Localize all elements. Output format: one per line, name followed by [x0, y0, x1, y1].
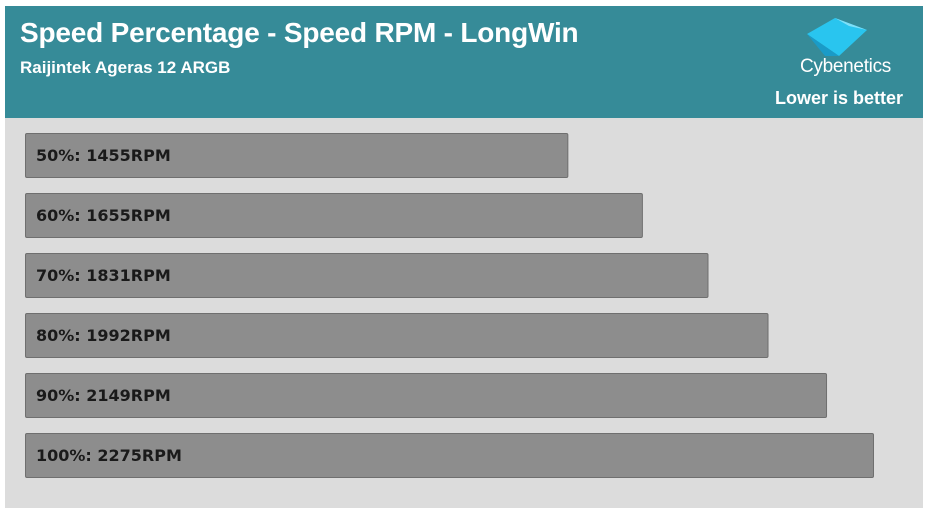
bar	[25, 433, 874, 478]
bar-label: 50%: 1455RPM	[36, 146, 171, 165]
bar-label: 100%: 2275RPM	[36, 446, 182, 465]
bar-label: 60%: 1655RPM	[36, 206, 171, 225]
bar	[25, 313, 769, 358]
chart-title: Speed Percentage - Speed RPM - LongWin	[20, 17, 579, 48]
chart-subtitle: Raijintek Ageras 12 ARGB	[20, 58, 231, 77]
bar-group: 60%: 1655RPM	[25, 193, 643, 238]
lower-is-better-note: Lower is better	[774, 88, 903, 108]
brand-logo-text: Cybenetics	[800, 56, 891, 77]
bar	[25, 373, 828, 418]
bar	[25, 133, 569, 178]
plot-area: 50%: 1455RPM 60%: 1655RPM 70%: 1831RPM 80%:…	[5, 118, 923, 508]
cybenetics-logo-icon	[807, 18, 867, 56]
bar-label: 80%: 1992RPM	[36, 326, 171, 345]
bar-group: 90%: 2149RPM	[25, 373, 828, 418]
bar-group: 70%: 1831RPM	[25, 253, 709, 298]
bar-group: 50%: 1455RPM	[25, 133, 569, 178]
bar-label: 70%: 1831RPM	[36, 266, 171, 285]
bar-chart: 50%: 1455RPM 60%: 1655RPM 70%: 1831RPM 80%:…	[25, 133, 874, 478]
bar-group: 100%: 2275RPM	[25, 433, 874, 478]
bar-label: 90%: 2149RPM	[36, 386, 171, 405]
chart-frame: Speed Percentage - Speed RPM - LongWin R…	[5, 6, 923, 508]
bar	[25, 253, 709, 298]
chart-header: Speed Percentage - Speed RPM - LongWin R…	[5, 6, 923, 118]
bar-group: 80%: 1992RPM	[25, 313, 769, 358]
bar	[25, 193, 643, 238]
